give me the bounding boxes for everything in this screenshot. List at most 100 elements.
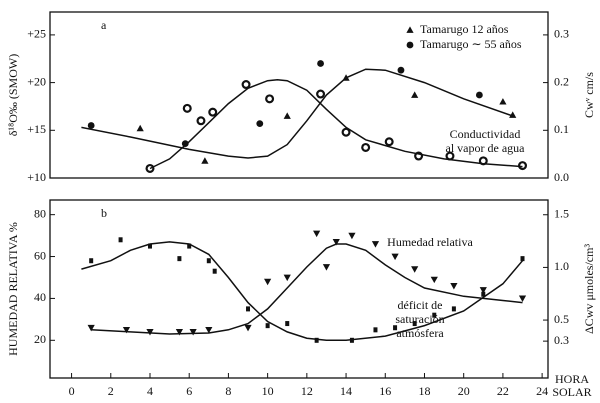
- y-tick-label: +25: [27, 27, 46, 41]
- data-point: [348, 232, 356, 240]
- data-point: [412, 321, 417, 327]
- annotation: Humedad relativa: [387, 235, 473, 249]
- data-point: [481, 291, 486, 297]
- data-point: [283, 112, 291, 119]
- y-axis-label: HUMEDAD RELATIVA %: [6, 222, 20, 356]
- data-point: [445, 151, 455, 161]
- data-point: [187, 243, 192, 249]
- data-point: [241, 80, 251, 90]
- data-point: [316, 89, 326, 99]
- legend-label: Tamarugo ∼ 55 años: [420, 37, 522, 51]
- y2-axis-label: ΔCwv μmoles/cm³: [582, 244, 596, 334]
- data-point: [285, 321, 290, 327]
- data-point: [432, 312, 437, 318]
- y2-tick-label: 0.2: [554, 74, 569, 88]
- annotation: al vapor de agua: [446, 141, 526, 155]
- data-point: [206, 258, 211, 264]
- y-tick-label: +15: [27, 122, 46, 136]
- data-point: [87, 122, 95, 129]
- data-point: [87, 324, 95, 332]
- y-axis-label: δ¹⁸O‰ (SMOW): [6, 54, 20, 136]
- y2-tick-label: 0.3: [554, 27, 569, 41]
- x-tick-label: 24: [536, 384, 548, 398]
- x-tick-label: 10: [262, 384, 274, 398]
- y-tick-label: 80: [34, 206, 46, 220]
- y-tick-label: +20: [27, 74, 46, 88]
- x-tick-label: 22: [497, 384, 509, 398]
- data-point: [509, 111, 517, 118]
- data-point: [317, 60, 324, 67]
- y2-tick-label: 0.1: [554, 122, 569, 136]
- data-point: [391, 253, 399, 261]
- x-tick-label: 8: [225, 384, 231, 398]
- y2-tick-label: 0.3: [554, 333, 569, 347]
- data-point: [518, 161, 528, 171]
- y2-tick-label: 0.5: [554, 312, 569, 326]
- data-point: [451, 306, 456, 312]
- x-tick-label: 6: [186, 384, 192, 398]
- data-point: [244, 324, 252, 332]
- x-tick-label: 20: [458, 384, 470, 398]
- fit-curve: [81, 68, 513, 159]
- data-point: [314, 337, 319, 343]
- y2-tick-label: 1.5: [554, 206, 569, 220]
- data-point: [264, 278, 272, 286]
- y2-axis-label: Cwᵛ cm/s: [582, 72, 596, 118]
- fit-curve: [81, 241, 524, 342]
- x-axis-label: SOLAR: [552, 385, 591, 399]
- data-point: [89, 258, 94, 264]
- data-point: [430, 276, 438, 284]
- data-point: [205, 326, 213, 334]
- x-tick-label: 4: [147, 384, 153, 398]
- annotation: Conductividad: [450, 127, 521, 141]
- data-point: [181, 140, 189, 148]
- annotation: saturación: [395, 312, 444, 326]
- legend-label: Tamarugo 12 años: [420, 22, 509, 36]
- data-point: [499, 98, 507, 105]
- y-tick-label: +10: [27, 170, 46, 184]
- x-tick-label: 18: [418, 384, 430, 398]
- data-point: [450, 282, 458, 290]
- fit-curve: [91, 243, 523, 335]
- y-tick-label: 20: [34, 332, 46, 346]
- panel-label: a: [101, 18, 107, 32]
- data-point: [332, 239, 340, 246]
- data-point: [256, 120, 264, 128]
- data-point: [265, 94, 275, 104]
- data-point: [189, 329, 197, 336]
- data-point: [397, 66, 405, 74]
- annotation: déficit de: [398, 298, 443, 312]
- data-point: [373, 327, 378, 333]
- legend-marker: [406, 26, 414, 33]
- x-tick-label: 16: [379, 384, 391, 398]
- y2-tick-label: 0.0: [554, 170, 569, 184]
- data-point: [208, 107, 218, 117]
- data-point: [393, 325, 398, 331]
- panel-label: b: [101, 206, 107, 220]
- data-point: [283, 274, 291, 282]
- x-tick-label: 2: [108, 384, 114, 398]
- data-point: [136, 124, 144, 132]
- data-point: [411, 266, 419, 273]
- legend-marker: [406, 41, 414, 49]
- data-point: [384, 137, 394, 147]
- data-point: [177, 256, 182, 262]
- data-point: [122, 326, 131, 334]
- x-tick-label: 12: [301, 384, 313, 398]
- x-axis-label: HORA: [555, 372, 589, 386]
- x-tick-label: 14: [340, 384, 352, 398]
- data-point: [520, 256, 525, 262]
- data-point: [322, 264, 331, 271]
- data-point: [182, 103, 192, 113]
- x-tick-label: 0: [69, 384, 75, 398]
- data-point: [361, 142, 371, 152]
- data-point: [518, 295, 527, 303]
- data-point: [212, 268, 217, 274]
- data-point: [246, 306, 251, 312]
- data-point: [313, 230, 321, 238]
- data-point: [147, 243, 152, 249]
- panel-frame: [49, 199, 549, 379]
- data-point: [371, 241, 380, 248]
- data-point: [196, 116, 206, 126]
